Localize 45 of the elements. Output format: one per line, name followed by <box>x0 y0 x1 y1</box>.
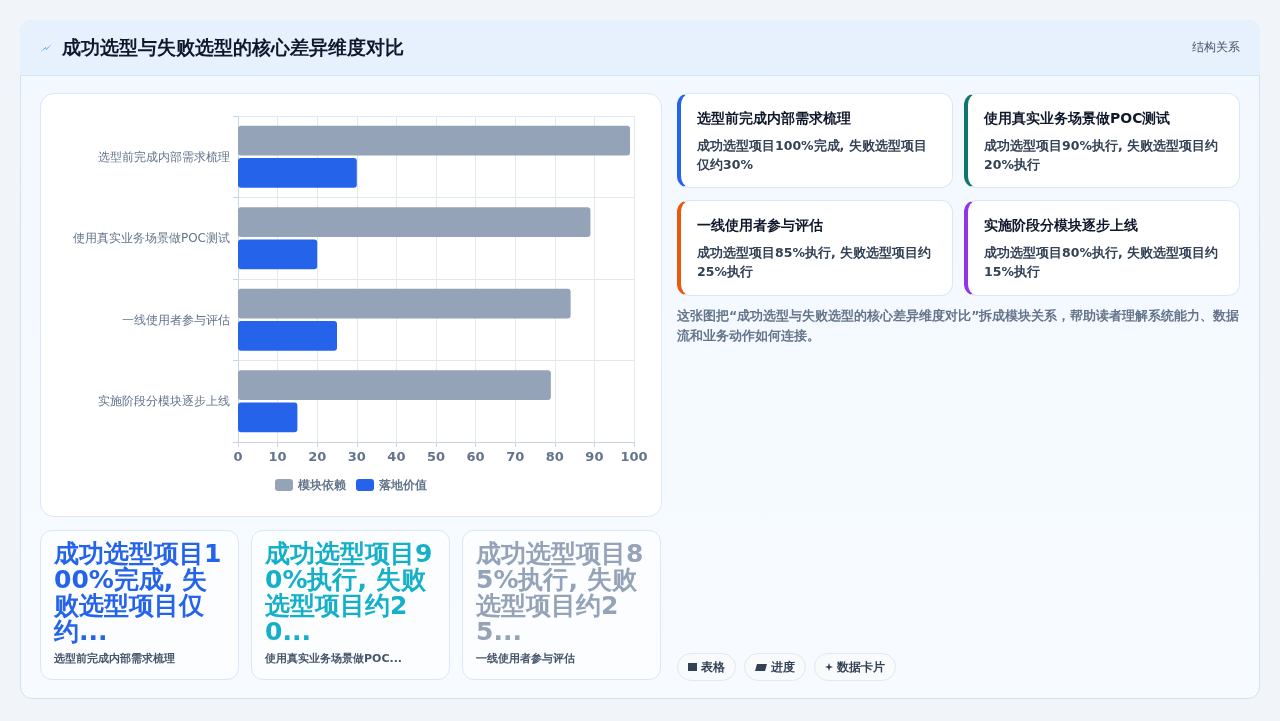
text: 使用真实业务场景做POC测试 <box>984 110 1172 128</box>
x-tick-label: 50 <box>426 449 446 464</box>
text: 一线使用者参与评估 <box>697 217 824 235</box>
bar <box>238 402 298 433</box>
text: 成功选型项目90%执行, 失败选型项目约20%执行 <box>984 137 1220 174</box>
bar <box>238 320 337 351</box>
text: 这张图把“成功选型与失败选型的核心差异维度对比”拆成模块关系，帮助读者理解系统能力、数据流和业务动作如何连接。 <box>677 307 1240 345</box>
bar <box>238 370 551 401</box>
x-tick-label: 60 <box>466 449 485 464</box>
text: 成功选型项目90%执行, 失败选型项目约20... <box>265 539 434 646</box>
x-tick-label: 0 <box>233 449 243 464</box>
text: 成功选型项目100%完成, 失败选型项目仅约30% <box>697 137 928 174</box>
x-tick-label: 100 <box>620 449 648 464</box>
bar <box>238 207 591 238</box>
text: 数据卡片 <box>837 659 885 675</box>
x-tick-label: 80 <box>545 449 564 464</box>
x-tick-label: 30 <box>347 449 366 464</box>
y-tick-label: 实施阶段分模块逐步上线 <box>98 394 230 409</box>
text: 结构关系 <box>1192 39 1240 56</box>
legend-label: 模块依赖 <box>297 478 347 492</box>
text: 选型前完成内部需求梳理 <box>697 110 852 128</box>
bar <box>238 125 631 156</box>
x-tick-label: 10 <box>268 449 287 464</box>
text: 成功选型项目85%执行, 失败选型项目约25%执行 <box>697 244 933 281</box>
text: 选型前完成内部需求梳理 <box>54 651 176 666</box>
text: 一线使用者参与评估 <box>476 651 576 666</box>
x-tick-label: 70 <box>506 449 525 464</box>
x-tick-label: 20 <box>308 449 327 464</box>
text: 实施阶段分模块逐步上线 <box>984 217 1139 235</box>
legend-label: 落地价值 <box>378 478 427 492</box>
text: 成功选型项目80%执行, 失败选型项目约15%执行 <box>984 244 1220 281</box>
text: 成功选型与失败选型的核心差异维度对比 <box>62 34 404 60</box>
text: 成功选型项目85%执行, 失败选型项目约25... <box>476 539 645 646</box>
y-tick-label: 使用真实业务场景做POC测试 <box>72 231 230 246</box>
text: 进度 <box>771 659 795 675</box>
text: 使用真实业务场景做POC... <box>265 651 404 666</box>
bar <box>238 157 357 188</box>
x-tick-label: 90 <box>585 449 604 464</box>
y-tick-label: 一线使用者参与评估 <box>122 312 230 327</box>
x-tick-label: 40 <box>387 449 406 464</box>
text: 表格 <box>701 659 725 675</box>
bar <box>238 239 318 270</box>
bar <box>238 288 571 319</box>
text: 成功选型项目100%完成, 失败选型项目仅约... <box>54 539 223 646</box>
y-tick-label: 选型前完成内部需求梳理 <box>98 149 230 164</box>
